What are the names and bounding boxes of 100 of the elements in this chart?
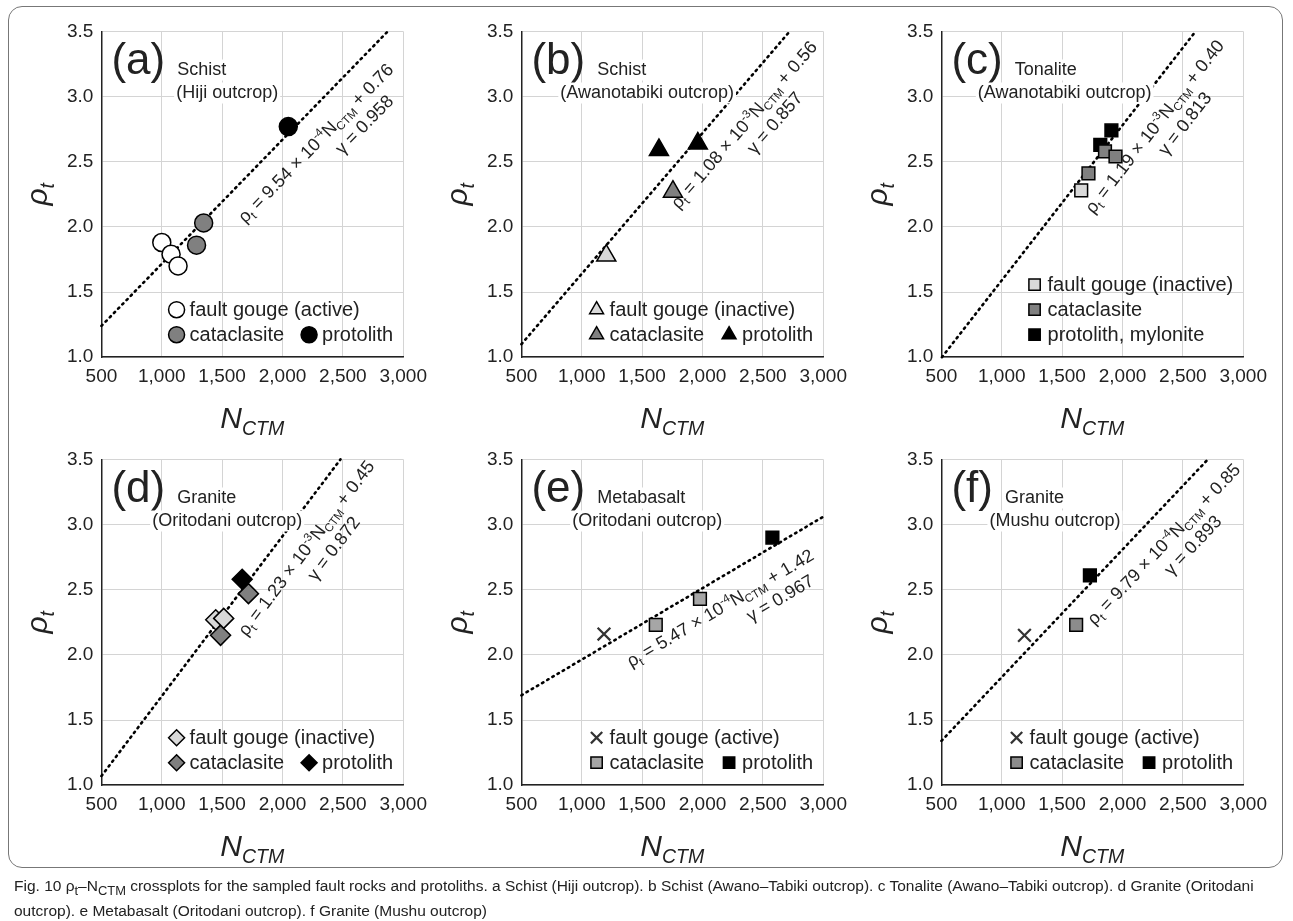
- y-tick-label: 1.0: [66, 773, 94, 795]
- legend-label: cataclasite: [189, 751, 285, 774]
- y-tick-label: 1.5: [66, 280, 94, 302]
- x-tick-label: 1,500: [198, 364, 246, 386]
- y-tick-label: 1.0: [66, 345, 94, 367]
- legend-label: fault gouge (inactive): [609, 298, 796, 321]
- point: [662, 179, 684, 198]
- y-tick-label: 3.0: [486, 84, 514, 106]
- point: [596, 243, 617, 262]
- legend-label: protolith: [322, 751, 394, 774]
- annotation: Tonalite: [1014, 59, 1077, 80]
- point: [765, 530, 780, 545]
- x-tick-label: 1,000: [558, 364, 606, 386]
- y-tick-label: 1.0: [486, 773, 514, 795]
- x-tick-label: 2,000: [678, 792, 727, 814]
- x-tick-label: 500: [505, 364, 538, 386]
- x-tick-label: 1,000: [138, 792, 186, 814]
- x-tick-label: 1,000: [558, 792, 606, 814]
- annotation: Schist: [597, 59, 647, 80]
- x-tick-label: 1,500: [618, 364, 666, 386]
- point: [278, 116, 299, 137]
- y-tick-label: 2.0: [66, 215, 94, 237]
- x-tick-label: 2,500: [739, 792, 787, 814]
- y-tick-label: 1.0: [906, 345, 934, 367]
- annotation: Schist: [177, 59, 227, 80]
- x-tick-label: 500: [925, 792, 958, 814]
- annotation: (Oritodani outcrop): [572, 510, 723, 531]
- y-tick-label: 2.5: [906, 149, 934, 171]
- annotation: (Mushu outcrop): [989, 510, 1121, 531]
- x-tick-label: 1,500: [618, 792, 666, 814]
- y-tick-label: 2.5: [66, 577, 94, 599]
- y-axis-title: ρt: [20, 181, 58, 207]
- x-tick-label: 3,000: [799, 792, 847, 814]
- y-axis-title: ρt: [860, 609, 898, 635]
- annotation: Metabasalt: [597, 487, 686, 508]
- point: [1069, 617, 1084, 633]
- point: [648, 138, 670, 157]
- y-tick-label: 2.0: [906, 215, 934, 237]
- y-tick-label: 2.5: [486, 149, 514, 171]
- point: [1074, 183, 1089, 198]
- legend-label: cataclasite: [189, 323, 285, 346]
- y-axis-title: ρt: [440, 181, 478, 207]
- point: [186, 235, 207, 255]
- x-tick-label: 1,500: [198, 792, 246, 814]
- y-tick-label: 1.5: [486, 708, 514, 730]
- annotation: (Oritodani outcrop): [152, 510, 303, 531]
- legend-label: fault gouge (inactive): [1047, 273, 1234, 296]
- legend-label: cataclasite: [1047, 298, 1143, 321]
- legend-label: fault gouge (active): [1029, 726, 1200, 749]
- y-tick-label: 3.5: [66, 447, 94, 469]
- annotation: (Awanotabiki outcrop): [977, 82, 1152, 103]
- y-tick-label: 3.5: [906, 447, 934, 469]
- y-tick-label: 3.5: [906, 19, 934, 41]
- y-tick-label: 1.5: [906, 280, 934, 302]
- y-tick-label: 1.5: [66, 708, 94, 730]
- y-tick-label: 3.5: [486, 19, 514, 41]
- x-tick-label: 2,000: [678, 364, 727, 386]
- x-tick-label: 500: [925, 364, 958, 386]
- point: [209, 624, 232, 647]
- legend-label: protolith, mylonite: [1047, 323, 1205, 346]
- legend-label: cataclasite: [1029, 751, 1125, 774]
- point: [1017, 627, 1032, 643]
- y-tick-label: 3.5: [66, 19, 94, 41]
- x-tick-label: 3,000: [799, 364, 847, 386]
- y-tick-label: 3.0: [66, 512, 94, 534]
- point: [687, 131, 709, 150]
- point: [212, 607, 235, 630]
- y-tick-label: 2.0: [906, 643, 934, 665]
- y-tick-label: 2.0: [66, 643, 94, 665]
- x-tick-label: 2,000: [1098, 364, 1147, 386]
- y-tick-label: 1.5: [906, 708, 934, 730]
- y-tick-label: 3.0: [66, 84, 94, 106]
- point: [596, 626, 612, 642]
- y-tick-label: 2.5: [66, 149, 94, 171]
- legend-label: protolith: [322, 323, 394, 346]
- legend-label: protolith: [1162, 751, 1234, 774]
- legend-label: fault gouge (active): [189, 298, 360, 321]
- x-tick-label: 1,000: [138, 364, 186, 386]
- y-tick-label: 2.0: [486, 215, 514, 237]
- x-tick-label: 3,000: [1219, 792, 1267, 814]
- y-tick-label: 1.5: [486, 280, 514, 302]
- annotation: (Hiji outcrop): [176, 82, 279, 103]
- legend-label: protolith: [742, 323, 814, 346]
- y-tick-label: 3.0: [906, 512, 934, 534]
- x-tick-label: 500: [505, 792, 538, 814]
- legend-label: protolith: [742, 751, 814, 774]
- legend-label: cataclasite: [609, 751, 705, 774]
- x-tick-label: 500: [85, 364, 118, 386]
- x-tick-label: 3,000: [1219, 364, 1267, 386]
- y-tick-label: 3.5: [486, 447, 514, 469]
- y-tick-label: 2.0: [486, 643, 514, 665]
- y-tick-label: 2.5: [486, 577, 514, 599]
- y-tick-label: 3.0: [486, 512, 514, 534]
- y-axis-title: ρt: [20, 609, 58, 635]
- point: [168, 256, 188, 276]
- point: [237, 582, 260, 605]
- legend-label: cataclasite: [609, 323, 705, 346]
- x-tick-label: 2,500: [319, 364, 367, 386]
- x-tick-label: 1,000: [978, 792, 1026, 814]
- point: [1082, 568, 1098, 583]
